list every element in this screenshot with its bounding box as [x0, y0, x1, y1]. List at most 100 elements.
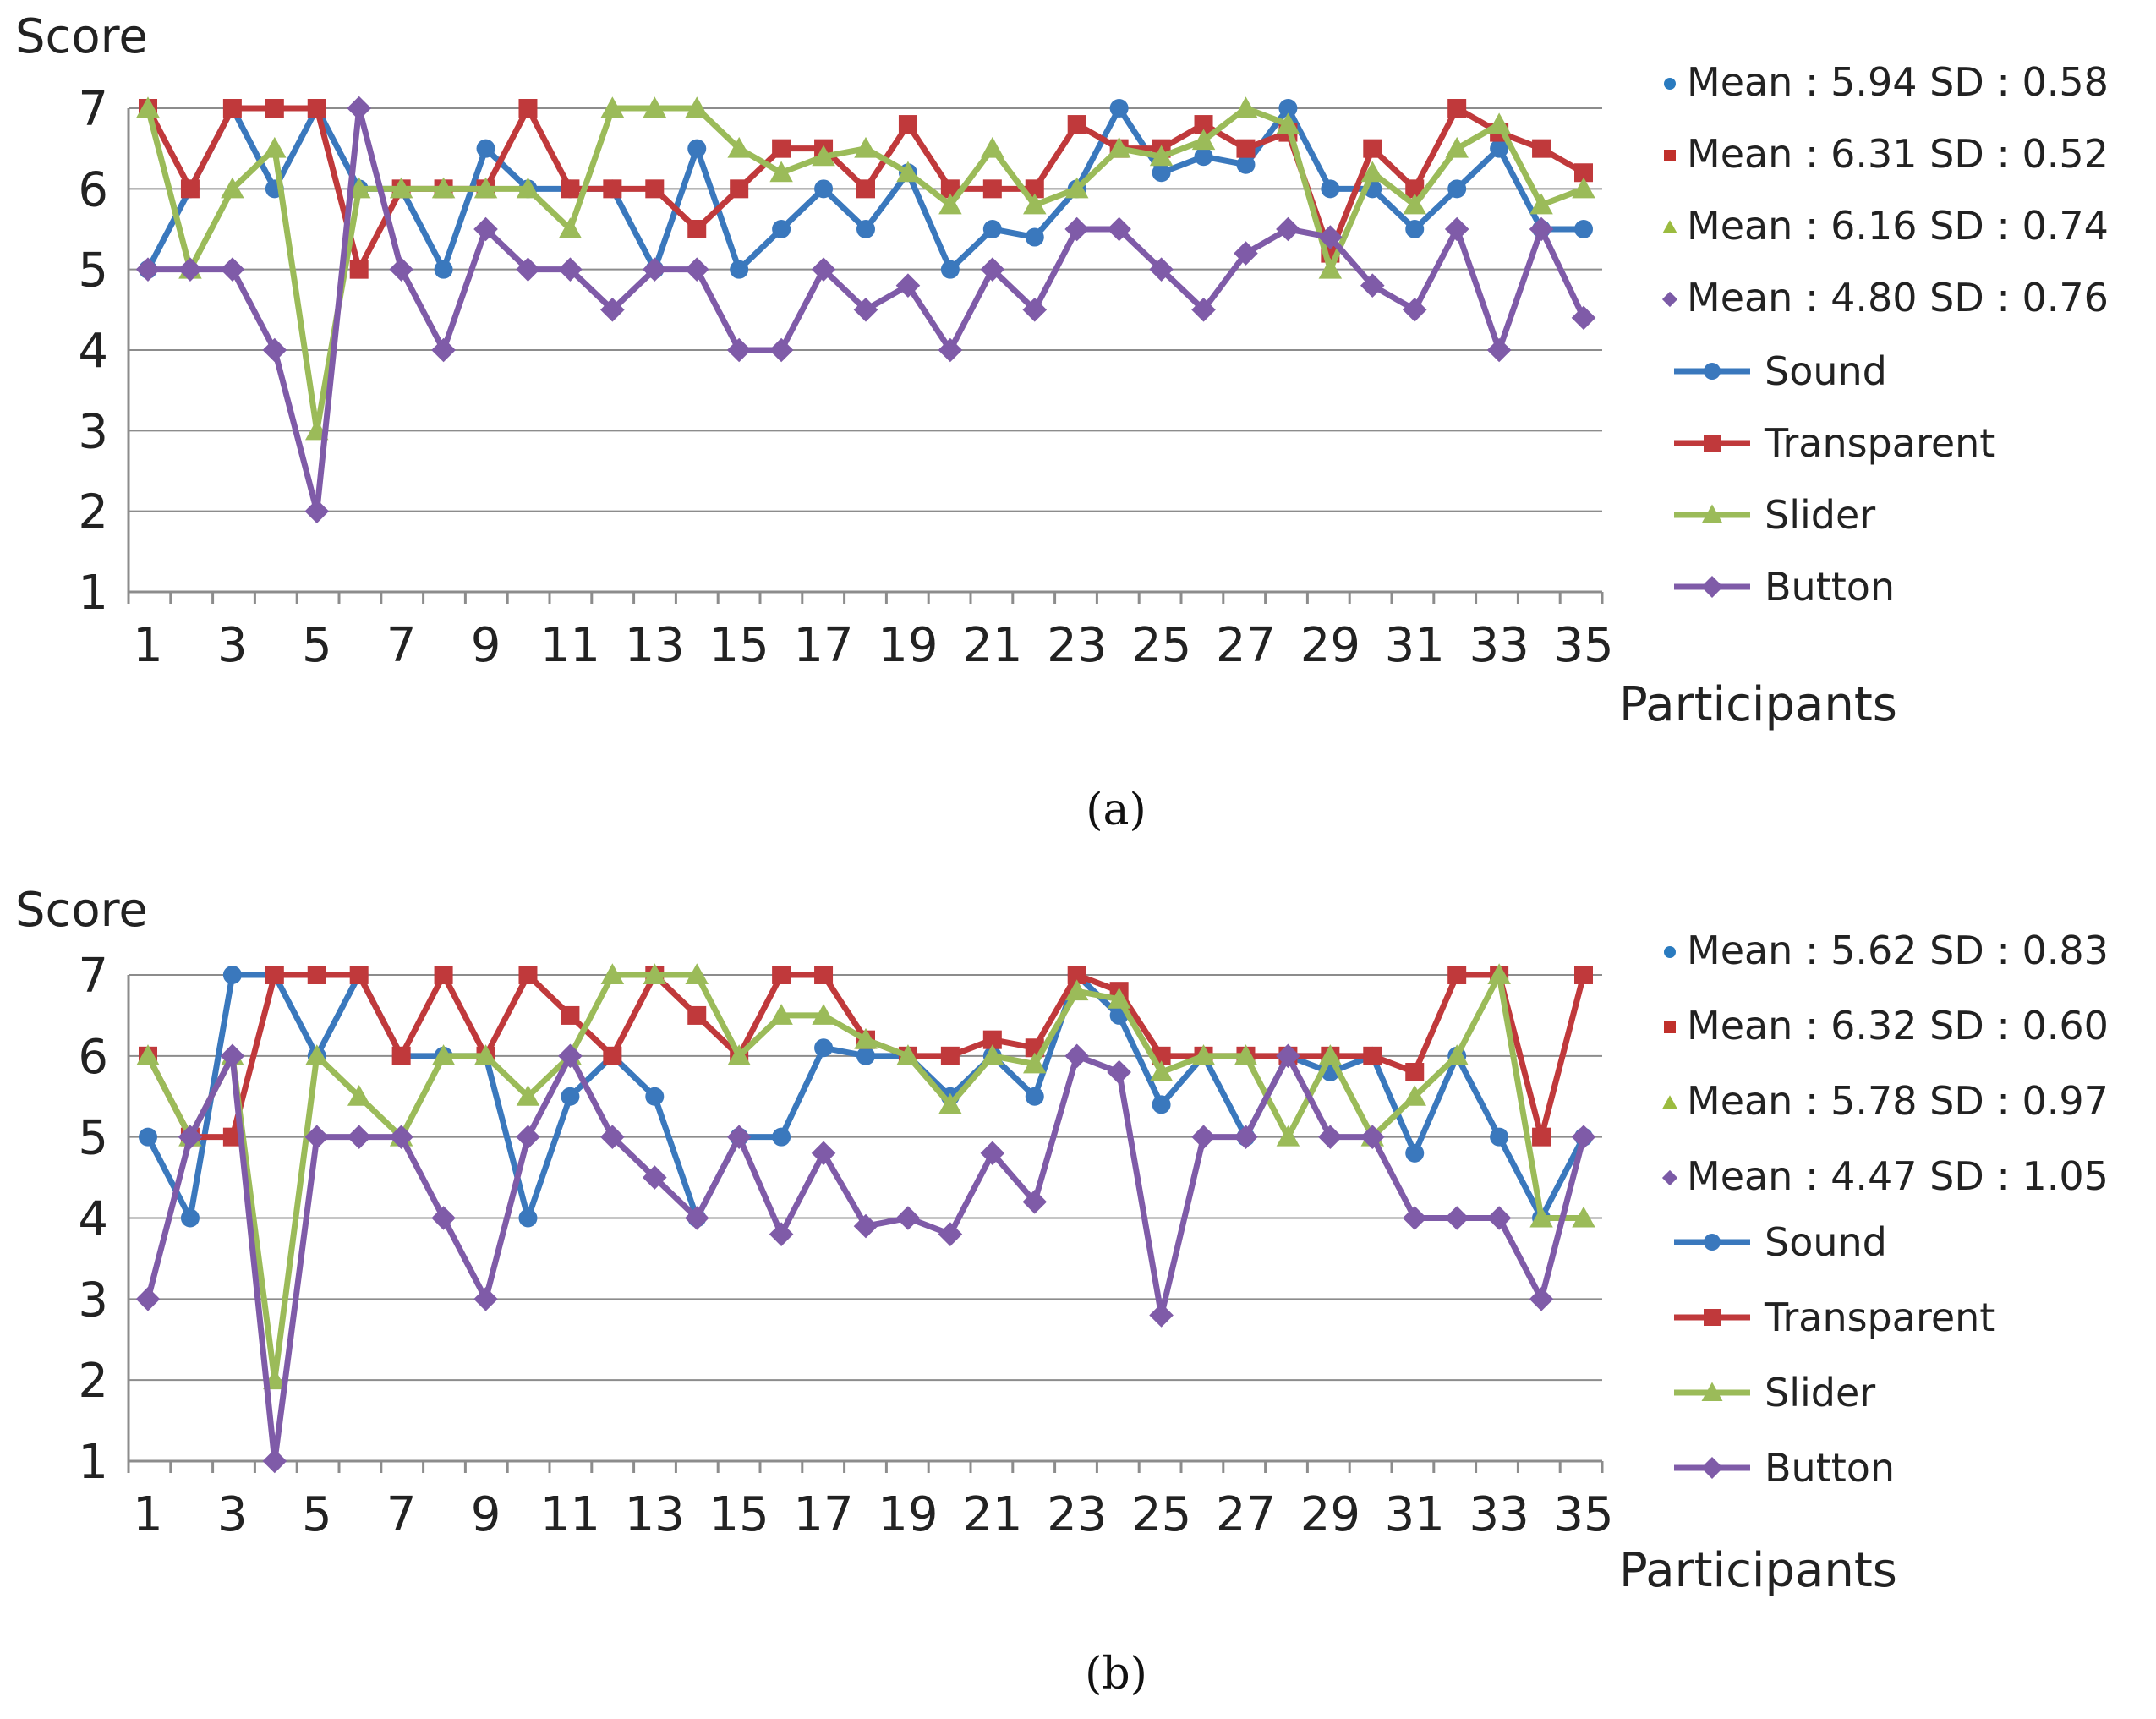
data-point-slider: [347, 1085, 371, 1106]
data-point-sound: [645, 1087, 665, 1106]
data-point-transparent: [1363, 139, 1382, 158]
data-point-sound: [1025, 1087, 1044, 1106]
x-tick-label: 15: [709, 1487, 769, 1542]
x-tick-label: 27: [1216, 1487, 1276, 1542]
x-tick-label: 15: [709, 618, 769, 673]
data-point-slider: [1149, 145, 1174, 167]
x-tick-label: 35: [1553, 618, 1613, 673]
x-tick-label: 5: [302, 618, 332, 673]
data-point-button: [980, 257, 1005, 282]
data-point-transparent: [982, 179, 1002, 199]
data-point-slider: [1234, 96, 1258, 118]
legend-marker-slider: [1701, 504, 1723, 523]
data-point-slider: [1529, 193, 1553, 215]
data-point-button: [558, 1043, 583, 1069]
data-point-transparent: [307, 966, 326, 984]
y-tick-label: 4: [78, 1192, 108, 1247]
data-point-transparent: [982, 1030, 1002, 1049]
chart-a-caption: (a): [1086, 785, 1146, 835]
data-point-slider: [1572, 1206, 1595, 1228]
data-point-button: [431, 337, 456, 363]
x-tick-label: 33: [1469, 1487, 1529, 1542]
data-point-sound: [730, 260, 749, 279]
x-tick-label: 23: [1047, 1487, 1107, 1542]
data-point-sound: [1490, 1127, 1509, 1147]
data-point-slider: [727, 136, 751, 158]
data-point-slider: [643, 96, 667, 118]
data-point-slider: [1403, 1085, 1426, 1106]
y-tick-label: 5: [78, 1111, 108, 1166]
series-line-button: [145, 1053, 1587, 1464]
data-point-button: [600, 1125, 625, 1149]
legend-stat-marker: [1661, 291, 1678, 308]
data-point-sound: [856, 1046, 875, 1065]
data-point-transparent: [222, 99, 242, 118]
x-tick-label: 3: [217, 618, 248, 673]
data-point-slider: [431, 177, 456, 199]
y-tick-label: 2: [78, 485, 108, 540]
data-point-transparent: [307, 99, 326, 118]
data-point-transparent: [1025, 179, 1044, 199]
data-point-button: [938, 337, 963, 363]
x-tick-label: 5: [302, 1487, 332, 1542]
data-point-transparent: [603, 179, 622, 199]
data-point-button: [431, 1206, 456, 1230]
legend-marker-transparent: [1704, 435, 1721, 452]
data-point-sound: [139, 1127, 157, 1147]
data-point-button: [1444, 216, 1469, 242]
y-tick-label: 2: [78, 1354, 108, 1409]
data-point-slider: [136, 1044, 160, 1065]
data-point-transparent: [1532, 139, 1551, 158]
data-point-sound: [222, 966, 242, 984]
chart-a-legend: Mean : 5.94 SD : 0.58 Mean : 6.31 SD : 0.…: [1661, 59, 2109, 610]
chart-b-legend: Mean : 5.62 SD : 0.83 Mean : 6.32 SD : 0.…: [1661, 928, 2109, 1491]
data-point-button: [178, 1125, 203, 1149]
data-point-sound: [1109, 99, 1129, 118]
data-point-sound: [518, 1208, 538, 1228]
data-point-transparent: [687, 1005, 707, 1025]
data-point-slider: [854, 136, 878, 158]
data-point-slider: [1064, 177, 1089, 199]
legend-stat-text: Mean : 6.16 SD : 0.74: [1687, 203, 2109, 249]
data-point-button: [642, 257, 667, 282]
data-point-slider: [1234, 1044, 1258, 1065]
data-point-button: [1571, 1125, 1596, 1149]
data-point-transparent: [1574, 966, 1593, 984]
data-point-button: [1022, 1190, 1048, 1214]
data-point-slider: [347, 177, 371, 199]
data-point-sound: [1405, 1143, 1425, 1163]
data-point-slider: [1107, 988, 1131, 1009]
data-point-transparent: [561, 1005, 580, 1025]
data-point-slider: [473, 177, 498, 199]
data-point-slider: [685, 96, 709, 118]
data-point-button: [389, 1125, 413, 1149]
y-tick-label: 1: [78, 566, 108, 621]
legend-label-slider: Slider: [1765, 492, 1875, 538]
legend-label-sound: Sound: [1765, 1219, 1887, 1265]
data-point-button: [1149, 257, 1174, 282]
data-point-sound: [856, 220, 875, 238]
data-point-button: [642, 1165, 667, 1190]
data-point-button: [1318, 225, 1343, 249]
y-tick-label: 5: [78, 244, 108, 298]
data-point-button: [1234, 241, 1258, 266]
legend-stat-text: Mean : 6.31 SD : 0.52: [1687, 131, 2109, 177]
data-point-slider: [1191, 1044, 1216, 1065]
data-point-slider: [221, 177, 244, 199]
data-point-button: [938, 1222, 963, 1246]
x-tick-label: 9: [471, 1487, 501, 1542]
data-point-transparent: [434, 966, 453, 984]
data-point-button: [389, 257, 413, 282]
x-tick-label: 33: [1469, 618, 1529, 673]
data-point-button: [1571, 305, 1596, 331]
data-point-slider: [516, 177, 540, 199]
data-point-sound: [814, 179, 834, 199]
data-point-button: [1402, 298, 1427, 322]
data-point-transparent: [1194, 115, 1213, 134]
x-tick-label: 1: [133, 1487, 163, 1542]
data-point-sound: [476, 139, 495, 158]
data-point-sound: [982, 220, 1002, 238]
chart-a-xlabel: Participants: [1619, 677, 1897, 732]
data-point-button: [1529, 216, 1554, 242]
